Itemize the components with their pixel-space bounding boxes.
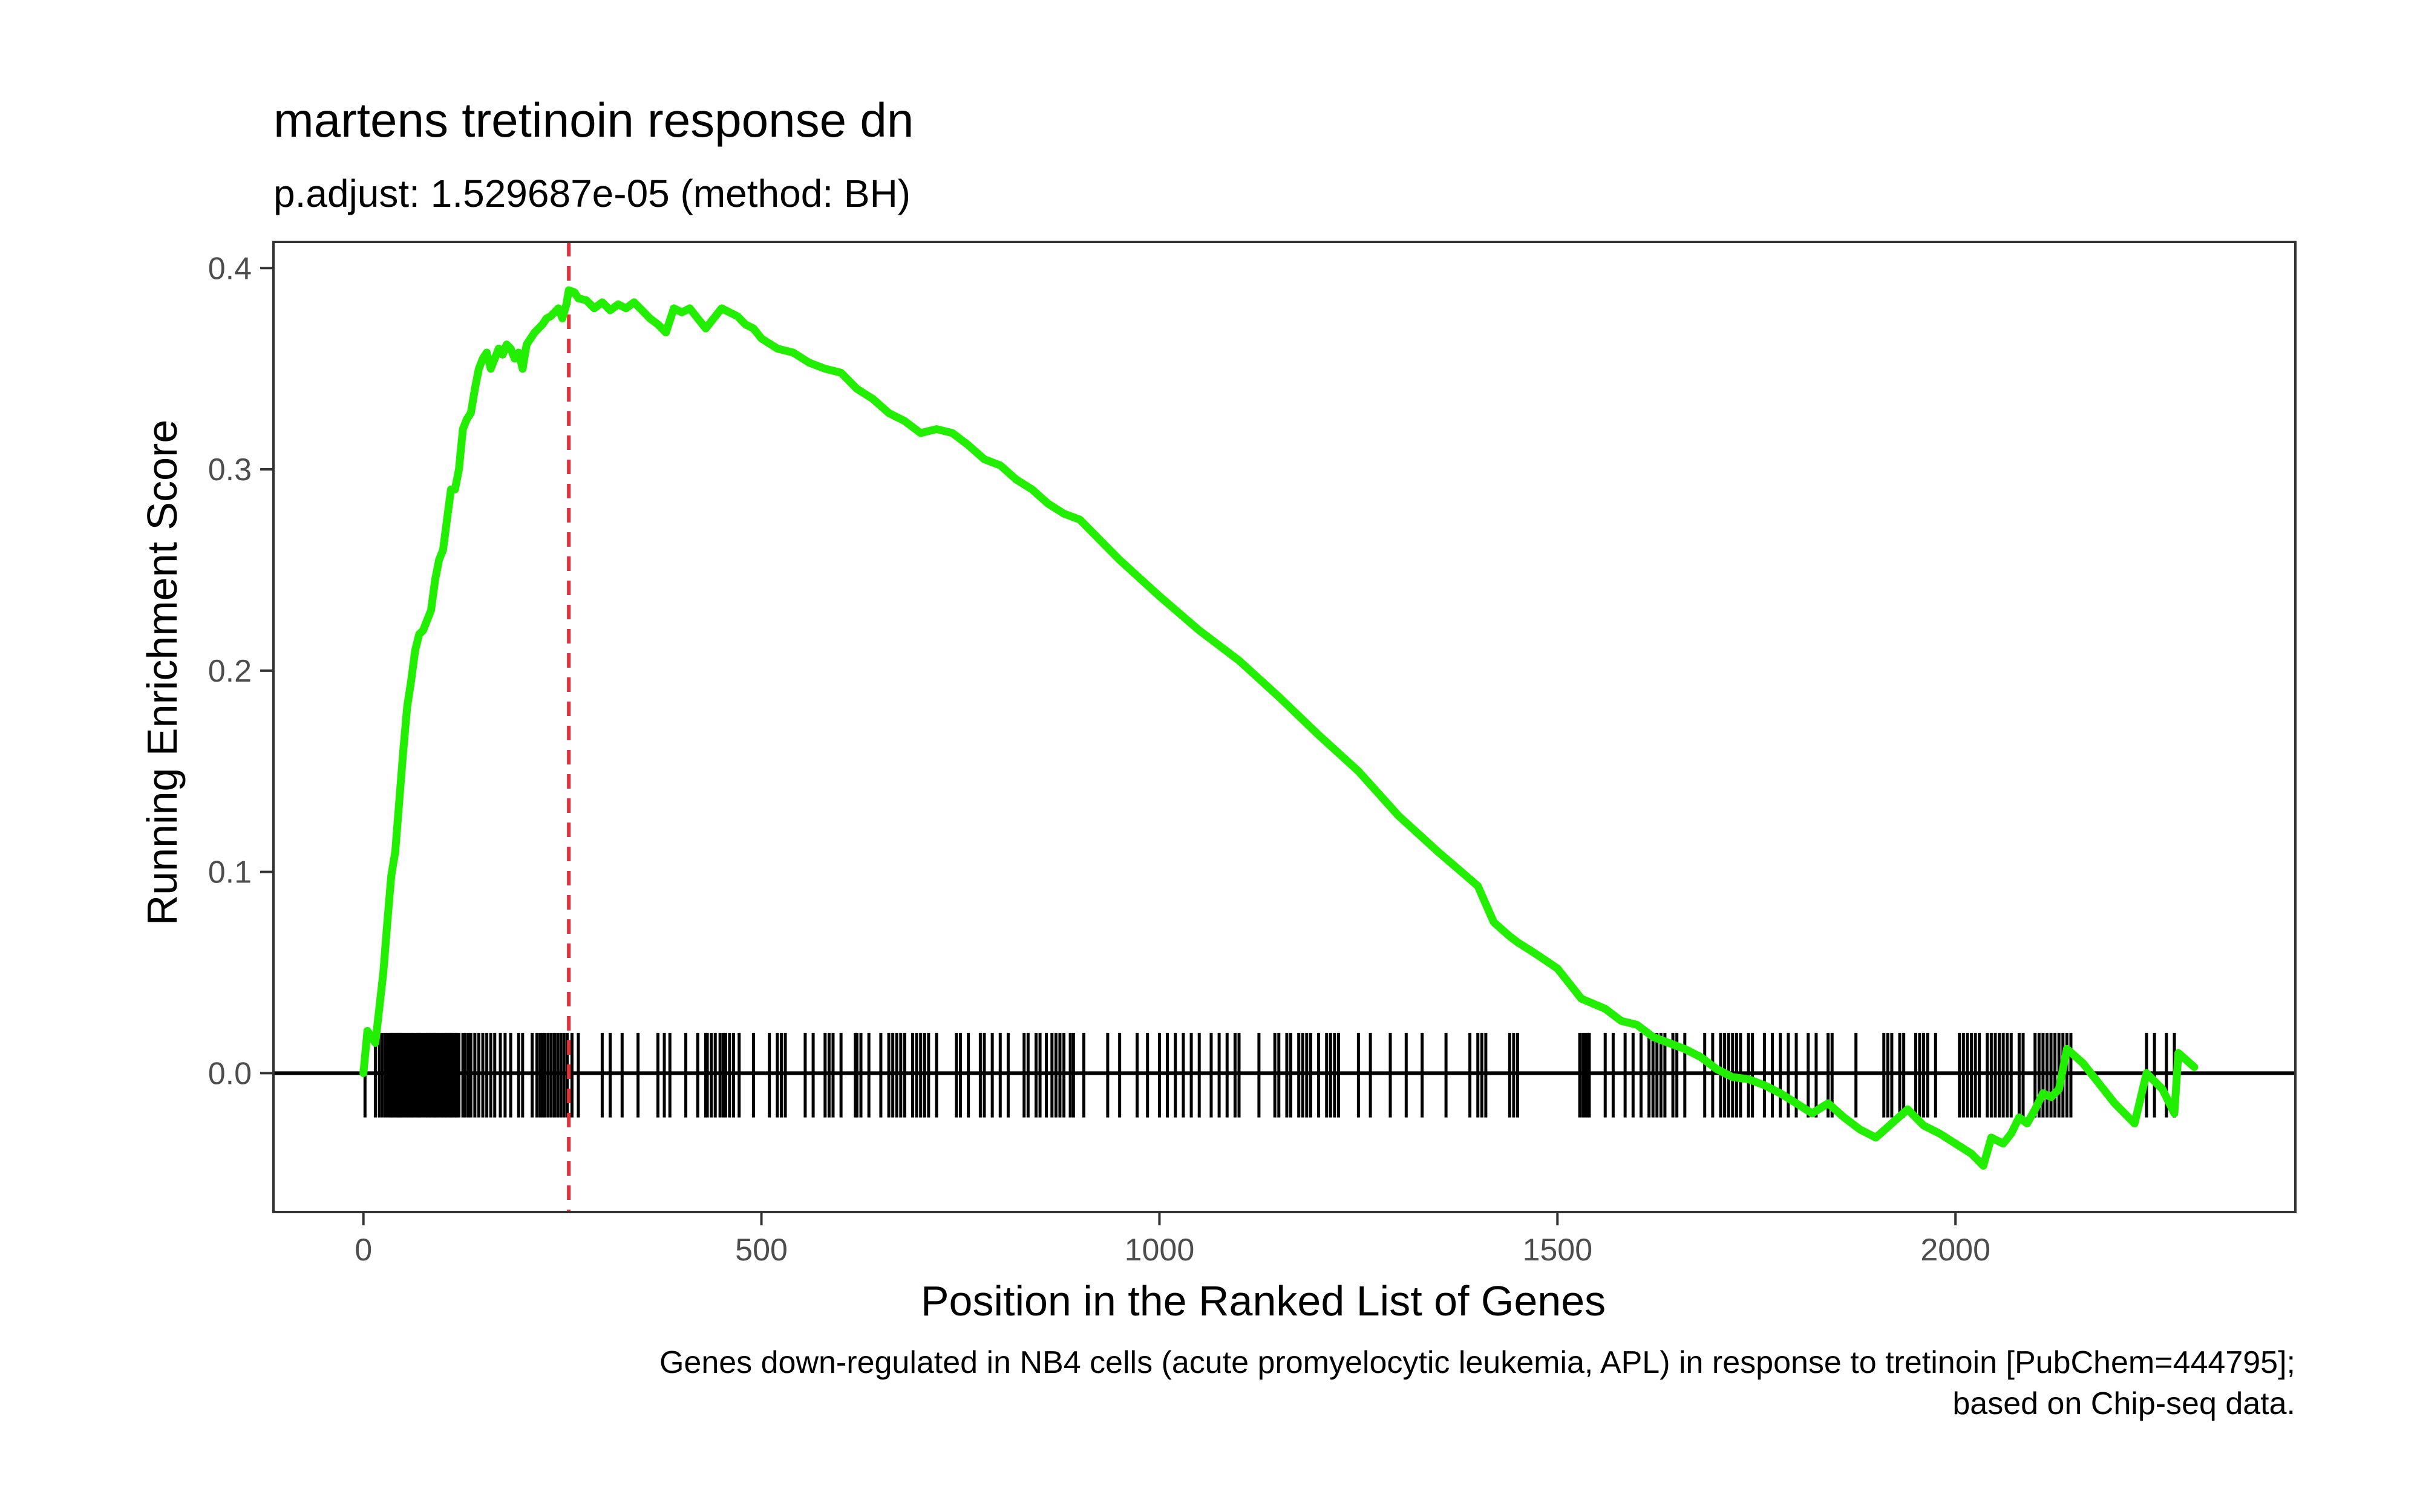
y-axis: 0.0 0.1 0.2 0.3 0.4 (208, 251, 273, 1091)
x-tick-label: 1000 (1125, 1233, 1195, 1268)
caption-line-1: Genes down-regulated in NB4 cells (acute… (659, 1345, 2295, 1380)
chart-title: martens tretinoin response dn (273, 93, 914, 147)
x-tick-label: 2000 (1920, 1233, 1990, 1268)
y-tick-label: 0.0 (208, 1056, 252, 1091)
chart-subtitle: p.adjust: 1.529687e-05 (method: BH) (273, 172, 911, 215)
caption-line-2: based on Chip-seq data. (1952, 1386, 2295, 1421)
x-axis: 0 500 1000 1500 2000 (355, 1212, 1990, 1268)
y-tick-label: 0.4 (208, 251, 252, 286)
y-tick-label: 0.3 (208, 452, 252, 487)
plot-panel (272, 241, 2297, 1213)
x-axis-label: Position in the Ranked List of Genes (921, 1277, 1606, 1325)
x-tick-label: 500 (735, 1233, 788, 1268)
y-tick-label: 0.1 (208, 855, 252, 890)
y-tick-label: 0.2 (208, 654, 252, 689)
gene-hit-marks (363, 1032, 2176, 1118)
running-enrichment-score-curve (359, 286, 2199, 1170)
x-tick-label: 0 (355, 1233, 372, 1268)
y-axis-label: Running Enrichment Score (139, 420, 186, 926)
x-tick-label: 1500 (1522, 1233, 1592, 1268)
